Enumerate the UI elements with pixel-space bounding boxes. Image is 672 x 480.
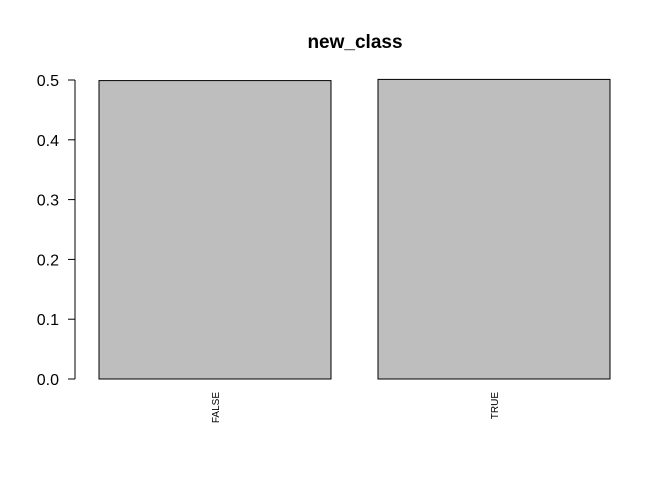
x-category-label: TRUE (490, 392, 501, 420)
bars (98, 78, 611, 380)
y-axis: 0.0 0.1 0.2 0.3 0.4 0.5 (37, 73, 76, 389)
y-tick-label: 0.4 (37, 133, 59, 150)
x-category-label: FALSE (211, 392, 222, 423)
y-tick-label: 0.1 (37, 312, 59, 329)
y-tick-label: 0.2 (37, 252, 59, 269)
y-tick-label: 0.5 (37, 73, 59, 90)
y-tick-label: 0.3 (37, 193, 59, 210)
chart-title: new_class (307, 32, 402, 53)
bar-true (377, 78, 611, 380)
y-tick-label: 0.0 (37, 372, 59, 389)
x-axis-labels: FALSE TRUE (211, 392, 501, 423)
bar-false (98, 80, 332, 380)
